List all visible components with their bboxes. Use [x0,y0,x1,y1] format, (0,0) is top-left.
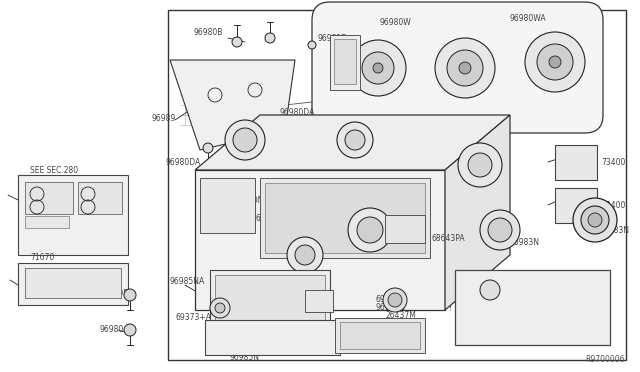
Polygon shape [170,60,295,150]
Bar [330,35,360,90]
Circle shape [203,143,213,153]
Text: 96983N: 96983N [510,237,540,247]
Circle shape [458,143,502,187]
Text: 96980B: 96980B [193,28,222,36]
Bar [18,263,128,305]
Bar [335,318,425,353]
Bar [340,322,420,349]
Circle shape [537,44,573,80]
Circle shape [388,293,402,307]
Circle shape [337,122,373,158]
Polygon shape [195,115,510,170]
Text: 96980: 96980 [100,326,124,334]
Bar [260,178,430,258]
Bar [215,275,325,320]
Circle shape [276,116,284,124]
Bar [25,216,69,228]
Text: 96981D: 96981D [317,33,347,42]
Text: SEE SEC.280: SEE SEC.280 [30,166,78,174]
Bar [25,182,73,214]
Polygon shape [195,170,445,310]
Circle shape [357,217,383,243]
Text: 96980DA: 96980DA [165,157,200,167]
Text: 96985N: 96985N [230,353,260,362]
Text: 96983N: 96983N [600,225,630,234]
Circle shape [215,303,225,313]
Text: 68643P: 68643P [255,214,284,222]
Text: 96980W: 96980W [380,17,412,26]
Text: 68643PA: 68643PA [432,234,466,243]
Circle shape [373,63,383,73]
Text: R9700006: R9700006 [586,356,625,365]
FancyBboxPatch shape [312,2,603,133]
Circle shape [124,324,136,336]
Text: FRONT: FRONT [242,196,268,205]
Circle shape [232,37,242,47]
Circle shape [525,32,585,92]
Polygon shape [205,320,340,355]
Text: 73400: 73400 [390,244,414,253]
Bar [265,183,425,253]
Polygon shape [445,115,510,310]
Circle shape [588,213,602,227]
Text: 96985M: 96985M [578,301,609,310]
Bar [168,10,626,360]
Text: 96983A: 96983A [360,334,390,343]
Text: 96980DA: 96980DA [280,108,316,116]
Text: 73400: 73400 [601,157,625,167]
Bar [25,268,121,298]
Circle shape [233,128,257,152]
Bar [385,215,425,243]
Circle shape [468,153,492,177]
Polygon shape [455,270,610,345]
Bar [210,270,330,325]
Text: 96989: 96989 [152,113,176,122]
Text: 71670: 71670 [30,253,54,262]
Text: 73400: 73400 [601,201,625,209]
Bar [200,178,255,233]
Text: 96980WA: 96980WA [510,13,547,22]
Circle shape [573,198,617,242]
Circle shape [383,288,407,312]
Circle shape [549,56,561,68]
Circle shape [124,289,136,301]
Circle shape [480,280,500,300]
Text: 69373+A: 69373+A [175,314,211,323]
Circle shape [210,298,230,318]
Circle shape [581,206,609,234]
Circle shape [295,245,315,265]
Bar [78,182,122,214]
Bar [18,175,128,255]
Circle shape [225,120,265,160]
Bar [305,290,333,312]
Circle shape [308,41,316,49]
Circle shape [348,208,392,252]
Text: 96980D: 96980D [100,289,130,298]
Circle shape [350,40,406,96]
Text: 26437M: 26437M [498,294,529,302]
Circle shape [362,52,394,84]
Circle shape [287,237,323,273]
Circle shape [265,33,275,43]
Circle shape [488,218,512,242]
Text: 26437M: 26437M [385,311,416,320]
Circle shape [345,130,365,150]
Circle shape [480,210,520,250]
Bar [555,145,597,180]
Circle shape [435,38,495,98]
Bar [555,188,597,223]
Circle shape [459,62,471,74]
Text: 96985NA: 96985NA [170,278,205,286]
Text: 96983N: 96983N [375,304,405,312]
Text: 69373: 69373 [375,295,399,305]
Circle shape [447,50,483,86]
Bar [334,39,356,84]
